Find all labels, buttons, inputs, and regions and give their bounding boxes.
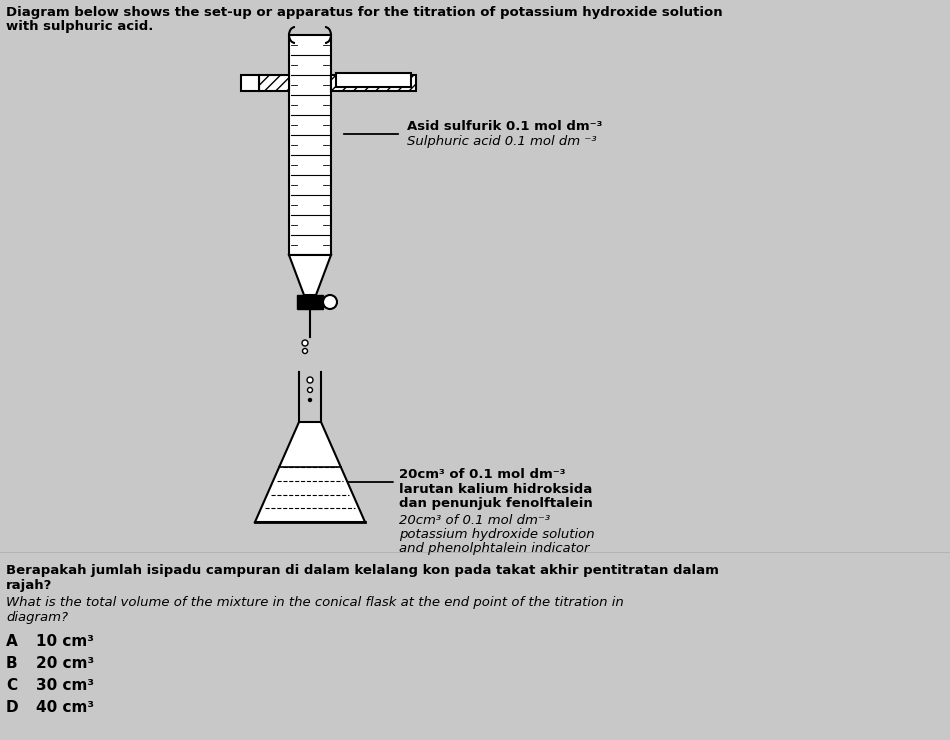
Text: C: C bbox=[6, 678, 17, 693]
Circle shape bbox=[302, 349, 308, 354]
Text: 40 cm³: 40 cm³ bbox=[36, 700, 94, 715]
Bar bbox=[297, 295, 323, 309]
Circle shape bbox=[307, 377, 313, 383]
Text: 10 cm³: 10 cm³ bbox=[36, 634, 94, 649]
Text: Asid sulfurik 0.1 mol dm⁻³: Asid sulfurik 0.1 mol dm⁻³ bbox=[407, 120, 602, 133]
Text: 30 cm³: 30 cm³ bbox=[36, 678, 94, 693]
Text: Berapakah jumlah isipadu campuran di dalam kelalang kon pada takat akhir pentitr: Berapakah jumlah isipadu campuran di dal… bbox=[6, 564, 719, 577]
Text: dan penunjuk fenolftalein: dan penunjuk fenolftalein bbox=[399, 497, 593, 510]
Text: A: A bbox=[6, 634, 18, 649]
Bar bbox=[289, 35, 331, 255]
Text: 20cm³ of 0.1 mol dm⁻³: 20cm³ of 0.1 mol dm⁻³ bbox=[399, 468, 565, 481]
Polygon shape bbox=[289, 255, 331, 295]
Text: Sulphuric acid 0.1 mol dm ⁻³: Sulphuric acid 0.1 mol dm ⁻³ bbox=[407, 135, 597, 148]
Text: 20 cm³: 20 cm³ bbox=[36, 656, 94, 671]
Text: Diagram below shows the set-up or apparatus for the titration of potassium hydro: Diagram below shows the set-up or appara… bbox=[6, 6, 723, 19]
Circle shape bbox=[323, 295, 337, 309]
Text: with sulphuric acid.: with sulphuric acid. bbox=[6, 20, 153, 33]
Text: D: D bbox=[6, 700, 19, 715]
Circle shape bbox=[302, 340, 308, 346]
Text: B: B bbox=[6, 656, 18, 671]
Text: rajah?: rajah? bbox=[6, 579, 52, 592]
Bar bbox=[241, 75, 259, 91]
Circle shape bbox=[308, 388, 313, 392]
Bar bbox=[259, 75, 289, 91]
Circle shape bbox=[309, 399, 312, 402]
Text: diagram?: diagram? bbox=[6, 611, 68, 624]
Polygon shape bbox=[255, 422, 365, 522]
Text: 20cm³ of 0.1 mol dm⁻³: 20cm³ of 0.1 mol dm⁻³ bbox=[399, 514, 550, 527]
Text: larutan kalium hidroksida: larutan kalium hidroksida bbox=[399, 483, 592, 496]
Text: and phenolphtalein indicator: and phenolphtalein indicator bbox=[399, 542, 589, 555]
Bar bbox=[331, 75, 416, 91]
Bar bbox=[336, 73, 411, 87]
Text: What is the total volume of the mixture in the conical flask at the end point of: What is the total volume of the mixture … bbox=[6, 596, 624, 609]
Text: potassium hydroxide solution: potassium hydroxide solution bbox=[399, 528, 595, 541]
